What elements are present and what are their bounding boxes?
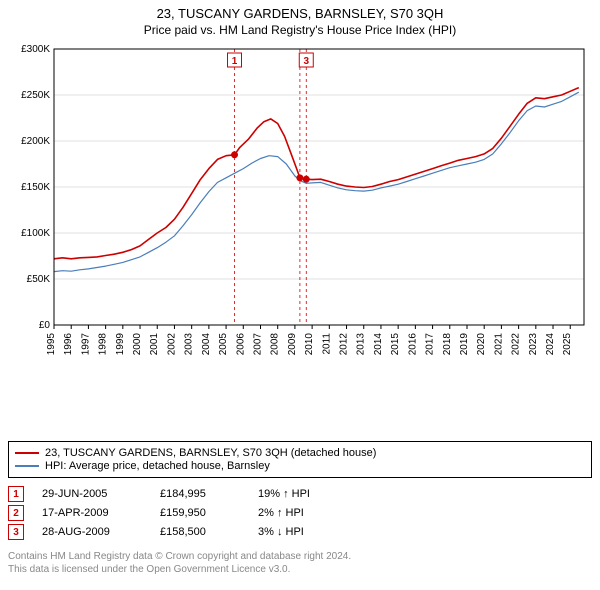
- page-subtitle: Price paid vs. HM Land Registry's House …: [0, 23, 600, 37]
- svg-text:2009: 2009: [287, 333, 298, 356]
- legend: 23, TUSCANY GARDENS, BARNSLEY, S70 3QH (…: [8, 441, 592, 478]
- svg-text:£250K: £250K: [21, 90, 50, 101]
- svg-text:1997: 1997: [80, 333, 91, 356]
- svg-text:2025: 2025: [562, 333, 573, 356]
- svg-text:1998: 1998: [98, 333, 109, 356]
- legend-item: HPI: Average price, detached house, Barn…: [15, 460, 585, 472]
- event-badge: 3: [8, 524, 24, 540]
- event-row: 1 29-JUN-2005 £184,995 19% ↑ HPI: [8, 486, 592, 502]
- price-chart: £0 £50K £100K £150K £200K £250K £300K 1 3 1995 199…: [10, 43, 590, 383]
- svg-text:2024: 2024: [545, 333, 556, 356]
- svg-text:2018: 2018: [442, 333, 453, 356]
- svg-text:2000: 2000: [132, 333, 143, 356]
- svg-text:1: 1: [232, 56, 238, 67]
- legend-item: 23, TUSCANY GARDENS, BARNSLEY, S70 3QH (…: [15, 447, 585, 459]
- svg-text:2007: 2007: [252, 333, 263, 356]
- svg-text:2011: 2011: [321, 333, 332, 355]
- footer-line-2: This data is licensed under the Open Gov…: [8, 563, 592, 576]
- svg-text:2017: 2017: [425, 333, 436, 356]
- event-price: £158,500: [160, 526, 240, 538]
- svg-text:2003: 2003: [184, 333, 195, 356]
- svg-text:2021: 2021: [493, 333, 504, 356]
- event-badge: 1: [8, 486, 24, 502]
- legend-swatch: [15, 452, 39, 454]
- svg-text:1999: 1999: [115, 333, 126, 356]
- svg-text:2022: 2022: [511, 333, 522, 356]
- footer-attribution: Contains HM Land Registry data © Crown c…: [8, 550, 592, 576]
- legend-swatch: [15, 465, 39, 467]
- event-price: £184,995: [160, 488, 240, 500]
- event-row: 3 28-AUG-2009 £158,500 3% ↓ HPI: [8, 524, 592, 540]
- event-price: £159,950: [160, 507, 240, 519]
- svg-text:2014: 2014: [373, 333, 384, 356]
- event-delta: 19% ↑ HPI: [258, 488, 310, 500]
- svg-text:2019: 2019: [459, 333, 470, 356]
- price-chart-svg: £0 £50K £100K £150K £200K £250K £300K 1 3 1995 199…: [10, 43, 590, 383]
- svg-text:2005: 2005: [218, 333, 229, 356]
- svg-text:£0: £0: [39, 320, 51, 331]
- event-date: 29-JUN-2005: [42, 488, 142, 500]
- svg-text:1995: 1995: [46, 333, 57, 356]
- event-row: 2 17-APR-2009 £159,950 2% ↑ HPI: [8, 505, 592, 521]
- page-title: 23, TUSCANY GARDENS, BARNSLEY, S70 3QH: [0, 6, 600, 21]
- svg-text:2015: 2015: [390, 333, 401, 356]
- svg-text:£300K: £300K: [21, 44, 50, 55]
- svg-text:2012: 2012: [339, 333, 350, 356]
- event-delta: 3% ↓ HPI: [258, 526, 304, 538]
- legend-label: HPI: Average price, detached house, Barn…: [45, 460, 270, 472]
- svg-text:2020: 2020: [476, 333, 487, 356]
- svg-text:2016: 2016: [407, 333, 418, 356]
- event-delta: 2% ↑ HPI: [258, 507, 304, 519]
- svg-text:3: 3: [303, 56, 309, 67]
- svg-text:£100K: £100K: [21, 228, 50, 239]
- svg-text:2001: 2001: [149, 333, 160, 356]
- svg-text:2010: 2010: [304, 333, 315, 356]
- svg-text:2006: 2006: [235, 333, 246, 356]
- footer-line-1: Contains HM Land Registry data © Crown c…: [8, 550, 592, 563]
- svg-text:2008: 2008: [270, 333, 281, 356]
- svg-text:£50K: £50K: [27, 274, 51, 285]
- svg-text:2002: 2002: [166, 333, 177, 356]
- event-badge: 2: [8, 505, 24, 521]
- legend-label: 23, TUSCANY GARDENS, BARNSLEY, S70 3QH (…: [45, 447, 376, 459]
- svg-text:£150K: £150K: [21, 182, 50, 193]
- event-date: 17-APR-2009: [42, 507, 142, 519]
- events-table: 1 29-JUN-2005 £184,995 19% ↑ HPI 2 17-APR-200…: [8, 486, 592, 540]
- svg-text:1996: 1996: [63, 333, 74, 356]
- svg-text:2004: 2004: [201, 333, 212, 356]
- svg-text:2023: 2023: [528, 333, 539, 356]
- event-date: 28-AUG-2009: [42, 526, 142, 538]
- svg-text:2013: 2013: [356, 333, 367, 356]
- svg-text:£200K: £200K: [21, 136, 50, 147]
